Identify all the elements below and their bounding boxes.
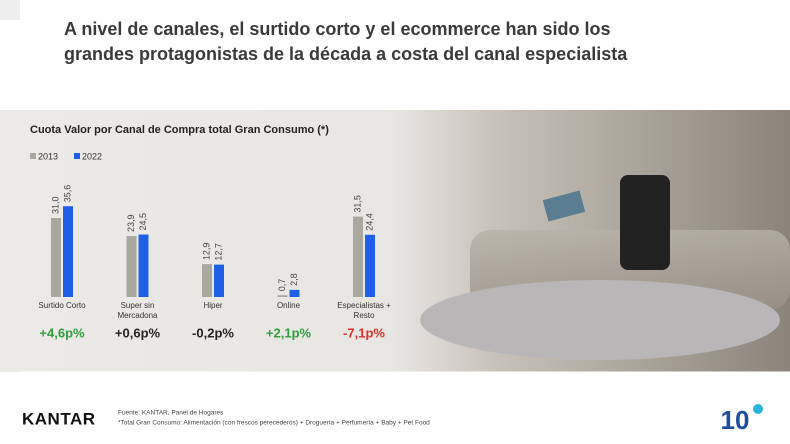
value-label: 35,6 [62, 185, 72, 203]
bar [63, 206, 73, 297]
slide-title-line-2: grandes protagonistas de la década a cos… [64, 44, 628, 64]
change-annotation: +2,1p% [266, 325, 312, 340]
value-label: 23,9 [126, 215, 136, 233]
value-label: 12,9 [201, 243, 211, 261]
card [542, 190, 586, 222]
bar [365, 234, 375, 297]
category-label: Hiper [203, 301, 223, 310]
category-label: Surtido Corto [38, 301, 86, 310]
bar [202, 264, 212, 297]
value-label: 31,0 [50, 196, 60, 214]
bar [138, 234, 149, 297]
change-annotation: +0,6p% [115, 325, 161, 340]
value-label: 24,4 [364, 213, 374, 231]
category-label: Especialistas + Resto [337, 301, 391, 320]
bar [126, 236, 137, 297]
bar [277, 295, 288, 297]
slide-title-line-1: A nivel de canales, el surtido corto y e… [64, 19, 611, 39]
legend-swatch [30, 153, 36, 159]
value-label: 2,8 [289, 273, 299, 286]
badge-dot [753, 404, 763, 414]
value-label: 31,5 [352, 195, 362, 213]
source: Fuente: KANTAR, Panel de Hogares [118, 410, 224, 417]
bar [214, 264, 224, 297]
badge: 10 [721, 405, 750, 435]
category-label: Super sin Mercadona [117, 301, 158, 320]
legend-swatch [74, 153, 80, 159]
category-label: Online [276, 301, 301, 310]
brand-logo: KANTAR [22, 409, 96, 428]
bar [353, 216, 363, 297]
change-annotation: -7,1p% [343, 325, 385, 340]
value-label: 0,7 [277, 279, 287, 292]
bar [289, 289, 300, 297]
change-annotation: +4,6p% [39, 325, 85, 340]
legend-label: 2013 [38, 151, 58, 161]
value-label: 24,5 [138, 213, 148, 231]
person [420, 280, 780, 360]
phone [620, 175, 670, 270]
value-label: 12,7 [213, 243, 223, 261]
legend-label: 2022 [82, 151, 102, 161]
footnote: *Total Gran Consumo: Alimentación (con f… [118, 420, 430, 427]
bar [51, 217, 61, 297]
corner-decoration [0, 0, 20, 20]
change-annotation: -0,2p% [192, 325, 234, 340]
chart-title: Cuota Valor por Canal de Compra total Gr… [30, 124, 329, 136]
